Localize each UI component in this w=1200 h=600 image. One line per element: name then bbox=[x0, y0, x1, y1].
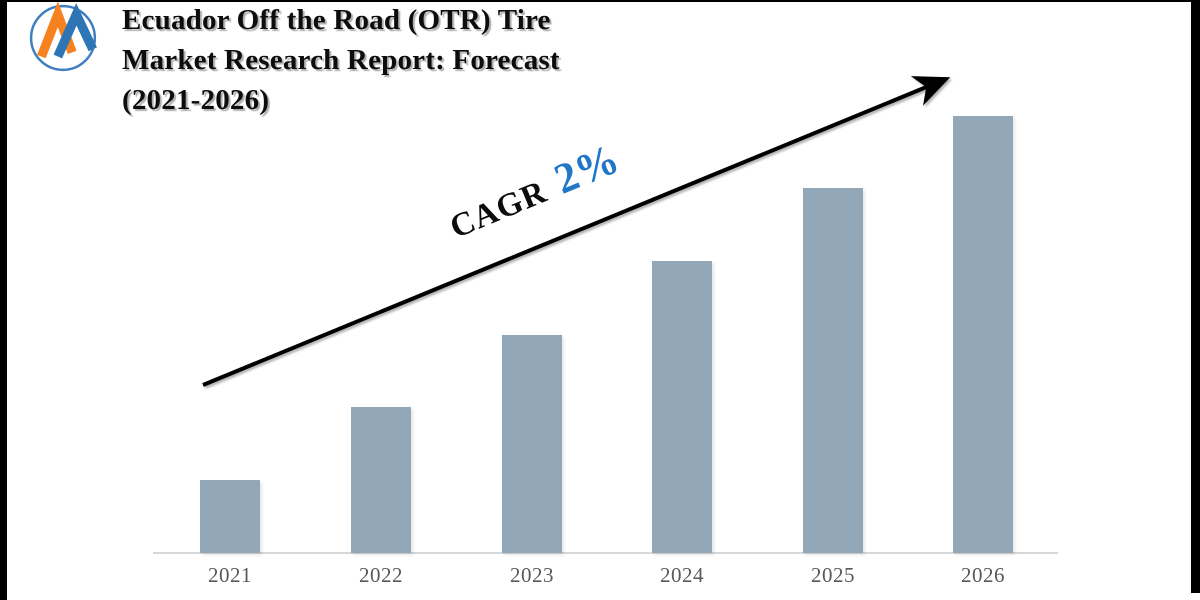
x-axis-label-2022: 2022 bbox=[359, 563, 403, 587]
x-axis-label-2023: 2023 bbox=[510, 563, 554, 587]
x-axis-label-2026: 2026 bbox=[961, 563, 1005, 587]
cagr-label: CAGR bbox=[444, 173, 553, 246]
x-axis-label-2024: 2024 bbox=[660, 563, 704, 587]
bar-2022 bbox=[351, 407, 411, 553]
bar-2026 bbox=[953, 116, 1013, 553]
market-research-future-logo bbox=[29, 2, 97, 72]
slide-edge-top bbox=[0, 0, 1200, 2]
slide-edge-left bbox=[0, 0, 7, 600]
slide-edge-right bbox=[1191, 0, 1200, 593]
x-axis-label-2025: 2025 bbox=[811, 563, 855, 587]
bar-2023 bbox=[502, 335, 562, 553]
bar-2025 bbox=[803, 188, 863, 553]
logo-circle bbox=[29, 4, 97, 72]
bar-2021 bbox=[200, 480, 260, 553]
page-title: Ecuador Off the Road (OTR) Tire Market R… bbox=[122, 4, 560, 116]
logo-m-blue bbox=[53, 3, 97, 59]
x-axis-label-2021: 2021 bbox=[208, 563, 252, 587]
cagr-annotation: CAGR 2% bbox=[441, 135, 626, 246]
cagr-value: 2% bbox=[547, 135, 626, 204]
bar-2024 bbox=[652, 261, 712, 553]
x-axis-line bbox=[153, 552, 1058, 554]
